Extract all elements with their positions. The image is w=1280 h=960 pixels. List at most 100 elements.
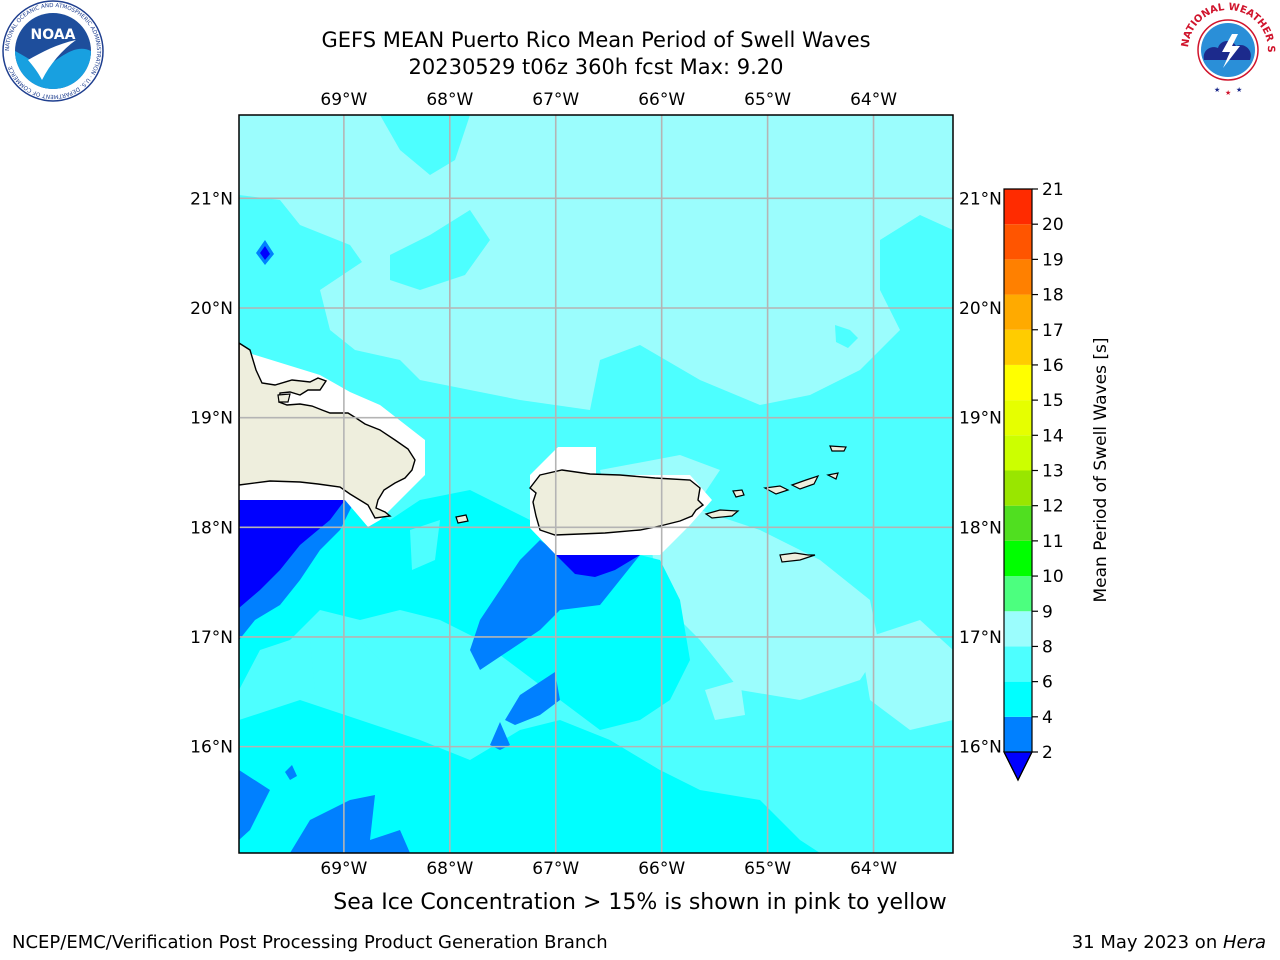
land-hispaniola	[239, 342, 416, 519]
noaa-logo: NATIONAL OCEANIC AND ATMOSPHERIC ADMINIS…	[2, 0, 104, 102]
swell-field-2-4-pocket	[505, 672, 560, 725]
colorbar-segment	[1004, 716, 1032, 752]
colorbar-tick-label: 15	[1042, 391, 1064, 411]
svg-text:★: ★	[1214, 86, 1220, 94]
swell-field-4-6-south	[239, 700, 820, 853]
svg-text:★: ★	[1225, 89, 1231, 97]
land-virgin-islands-1	[732, 489, 745, 498]
footer-date: 31 May 2023 on Hera	[1072, 932, 1266, 953]
colorbar-segment	[1004, 189, 1032, 225]
colorbar-segment	[1004, 259, 1032, 295]
sea-ice-caption: Sea Ice Concentration > 15% is shown in …	[333, 890, 947, 915]
colorbar-segment	[1004, 576, 1032, 612]
lat-label-left: 16°N	[190, 738, 233, 758]
colorbar-tick-label: 17	[1042, 321, 1064, 341]
swell-field-below-2-nw	[260, 246, 270, 260]
land-anegada	[829, 445, 847, 452]
lon-label-top: 67°W	[532, 90, 579, 110]
land-virgin-islands-2	[763, 485, 790, 495]
colorbar-segment	[1004, 470, 1032, 506]
lat-label-right: 16°N	[959, 738, 1002, 758]
colorbar-segment	[1004, 681, 1032, 717]
colorbar-extend-arrow	[1003, 751, 1033, 782]
colorbar-tick-label: 19	[1042, 250, 1064, 270]
lon-label-bottom: 65°W	[744, 859, 791, 879]
land-anguilla-area	[826, 472, 839, 480]
svg-text:★: ★	[1236, 86, 1242, 94]
lat-label-left: 21°N	[190, 189, 233, 209]
colorbar-tick-label: 16	[1042, 356, 1064, 376]
lon-label-bottom: 68°W	[426, 859, 473, 879]
colorbar-segment	[1004, 505, 1032, 541]
lat-label-left: 19°N	[190, 409, 233, 429]
colorbar-segment	[1004, 364, 1032, 401]
colorbar-tick-label: 13	[1042, 462, 1064, 482]
colorbar-segment	[1004, 646, 1032, 682]
swell-field-4-6	[239, 490, 690, 730]
colorbar-tick-label: 18	[1042, 286, 1064, 306]
swell-field-8-9-patch4	[705, 680, 745, 720]
lat-label-right: 19°N	[959, 409, 1002, 429]
colorbar-outline	[1003, 188, 1033, 782]
colorbar: 2 4 6 8 9 10 11 12 13 14 15 16 17 18 19 20 21	[1003, 180, 1064, 782]
chart-subtitle: 20230529 t06z 360h fcst Max: 9.20	[408, 55, 784, 79]
colorbar-tick-label: 8	[1042, 637, 1053, 657]
map-frame	[238, 114, 954, 854]
swell-field-6-8-east	[835, 325, 858, 348]
swell-field-8-9-patch3	[860, 620, 953, 730]
swell-field-2-4-small	[490, 722, 510, 750]
lon-label-top: 64°W	[850, 90, 897, 110]
land-puerto-rico	[529, 469, 705, 536]
swell-field-2-4-sw	[290, 795, 410, 853]
colorbar-label: Mean Period of Swell Waves [s]	[1091, 338, 1111, 603]
footer-credit: NCEP/EMC/Verification Post Processing Pr…	[12, 932, 608, 953]
colorbar-segment	[1004, 224, 1032, 260]
colorbar-segment	[1004, 294, 1032, 330]
lon-label-bottom: 67°W	[532, 859, 579, 879]
land-haiti-island	[277, 393, 291, 403]
colorbar-tick-label: 10	[1042, 567, 1064, 587]
footer-date-text: 31 May 2023 on	[1071, 932, 1223, 953]
land-virgin-islands-3	[790, 474, 820, 490]
lat-label-left: 18°N	[190, 518, 233, 538]
lon-label-bottom: 69°W	[320, 859, 367, 879]
footer-host: Hera	[1222, 932, 1266, 953]
map-area	[239, 115, 953, 853]
colorbar-segment	[1004, 611, 1032, 647]
swell-field-6-8-inner	[310, 630, 380, 700]
chart-title: GEFS MEAN Puerto Rico Mean Period of Swe…	[321, 28, 871, 52]
lat-label-left: 20°N	[190, 299, 233, 319]
colorbar-segment	[1004, 540, 1032, 577]
swell-field-below-2-pr	[556, 555, 640, 577]
land-st-croix	[779, 552, 816, 563]
land-vieques	[704, 509, 740, 519]
swell-field-8-9-patch1	[650, 510, 880, 700]
lat-label-right: 20°N	[959, 299, 1002, 319]
land-mona-island	[455, 514, 469, 524]
lon-label-top: 66°W	[638, 90, 685, 110]
lon-label-bottom: 64°W	[850, 859, 897, 879]
colorbar-tick-label: 6	[1042, 673, 1053, 693]
colorbar-tick-label: 11	[1042, 532, 1064, 552]
colorbar-segment	[1004, 329, 1032, 365]
colorbar-tick-label: 2	[1042, 743, 1053, 763]
lon-label-top: 65°W	[744, 90, 791, 110]
map-gridlines	[239, 115, 953, 853]
colorbar-tick-label: 4	[1042, 708, 1053, 728]
lat-label-right: 17°N	[959, 628, 1002, 648]
noaa-logo-text: NOAA	[31, 27, 76, 43]
colorbar-tick-label: 9	[1042, 602, 1053, 622]
colorbar-segment	[1004, 435, 1032, 471]
colorbar-segment	[1004, 400, 1032, 436]
lon-label-bottom: 66°W	[638, 859, 685, 879]
colorbar-tick-label: 21	[1042, 180, 1064, 200]
swell-field-2-4-spot	[285, 765, 297, 780]
colorbar-tick-label: 12	[1042, 497, 1064, 517]
colorbar-tick-label: 20	[1042, 215, 1064, 235]
lon-label-top: 69°W	[320, 90, 367, 110]
swell-field-6-8-north	[380, 115, 470, 175]
lat-label-left: 17°N	[190, 628, 233, 648]
nws-logo: NATIONAL WEATHER SERVICE ★ ★ ★	[1178, 0, 1277, 99]
lon-label-top: 68°W	[426, 90, 473, 110]
